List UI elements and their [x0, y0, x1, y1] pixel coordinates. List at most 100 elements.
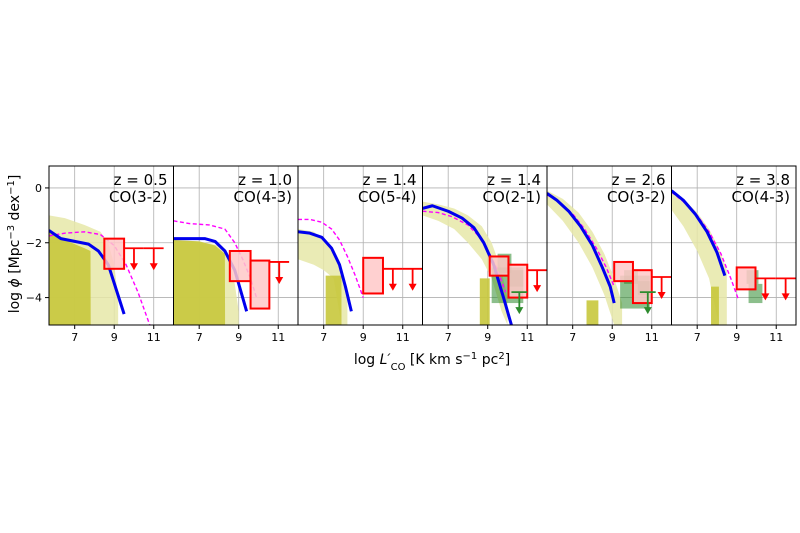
axis-label-part: log	[7, 288, 23, 314]
x-tick-label: 7	[445, 331, 452, 344]
uncertainty-band-core	[479, 278, 490, 325]
red-data-box	[228, 249, 252, 283]
axis-label-part: L′	[380, 352, 392, 368]
panels-group: 7 9 11z = 0.5CO(3-2)7 9 11z = 1.0CO(4-3)7 9 11…	[48, 165, 797, 344]
x-tick-label: 9	[609, 331, 616, 344]
axis-label-part: dex	[7, 195, 23, 225]
x-tick-label: 9	[733, 331, 740, 344]
x-tick-label: 11	[645, 331, 659, 344]
uncertainty-band-core	[586, 300, 599, 325]
axis-label-part: [K km s	[405, 352, 462, 368]
uncertainty-band-core	[325, 275, 342, 325]
panel-2: 7 9 11 z = 1.0CO(4-3)	[173, 165, 299, 344]
axis-label-part: −1	[463, 351, 478, 362]
x-tick-label: 11	[271, 331, 285, 344]
y-axis: 0 −2 −4	[26, 182, 49, 305]
model-line	[422, 204, 513, 325]
upper-limit-arrowhead	[149, 263, 158, 271]
upper-limit-arrowhead	[761, 293, 770, 301]
axis-label-part: ϕ	[7, 278, 23, 287]
x-tick-label: 9	[235, 331, 242, 344]
axis-label-part: CO	[391, 362, 406, 373]
red-data-box	[362, 256, 384, 295]
redshift-label: z = 1.0	[238, 171, 292, 189]
dashed-model-line	[298, 218, 364, 298]
y-axis-label: log ϕ [Mpc−3 dex−1]	[6, 175, 24, 314]
uncertainty-band-core	[173, 240, 226, 325]
uncertainty-band	[298, 229, 348, 325]
transition-label: CO(4-3)	[732, 188, 790, 206]
upper-limit-arrowhead	[275, 276, 284, 284]
panel-plot-area	[547, 166, 672, 325]
model-line	[298, 230, 353, 312]
x-tick-label: 11	[769, 331, 783, 344]
upper-limit-arrowhead	[388, 283, 397, 291]
axis-label-part: [Mpc	[7, 240, 23, 279]
red-data-box	[103, 237, 126, 270]
green-upper-limit-arrowhead	[515, 307, 524, 315]
panel-plot-area	[49, 166, 174, 325]
x-tick-label: 9	[484, 331, 491, 344]
redshift-label: z = 1.4	[363, 171, 417, 189]
panel-4: 7 9 11 z = 1.4CO(2-1)	[422, 165, 548, 344]
transition-label: CO(3-2)	[109, 188, 167, 206]
transition-label: CO(4-3)	[234, 188, 292, 206]
axis-label-part: ]	[7, 175, 23, 180]
red-data-box	[613, 260, 634, 283]
x-tick-label: 11	[147, 331, 161, 344]
upper-limit-arrowhead	[657, 292, 666, 300]
x-tick-label: 9	[111, 331, 118, 344]
panel-plot-area	[173, 166, 298, 325]
upper-limit-arrowhead	[129, 263, 138, 271]
model-line	[173, 237, 249, 312]
panel-plot-area	[422, 166, 547, 325]
upper-limit-arrowhead	[408, 283, 417, 291]
upper-limit-arrowhead	[781, 293, 790, 301]
x-tick-label: 9	[360, 331, 367, 344]
x-tick-label: 7	[320, 331, 327, 344]
redshift-label: z = 1.4	[487, 171, 541, 189]
axis-label-part: log	[354, 352, 380, 368]
upper-limit-arrowhead	[533, 285, 542, 293]
x-tick-label: 7	[694, 331, 701, 344]
model-line	[671, 189, 727, 277]
redshift-label: z = 0.5	[114, 171, 168, 189]
y-tick-label: −2	[26, 237, 42, 250]
red-data-box	[735, 266, 757, 291]
redshift-label: z = 3.8	[736, 171, 790, 189]
red-data-box	[249, 259, 271, 310]
x-tick-label: 7	[196, 331, 203, 344]
axis-label-part: ]	[505, 352, 510, 368]
green-upper-limit-arrowhead	[643, 307, 652, 315]
panel-6: 7 9 11 z = 3.8CO(4-3)	[671, 165, 797, 344]
axis-label-part: −3	[6, 225, 17, 240]
x-tick-label: 7	[569, 331, 576, 344]
uncertainty-band	[547, 190, 623, 325]
panel-5: 7 9 11 z = 2.6CO(3-2)	[546, 165, 672, 344]
redshift-label: z = 2.6	[612, 171, 666, 189]
red-data-box	[631, 269, 653, 305]
red-data-box	[507, 263, 529, 299]
panel-plot-area	[671, 166, 796, 325]
transition-label: CO(3-2)	[607, 188, 665, 206]
transition-label: CO(5-4)	[358, 188, 416, 206]
transition-label: CO(2-1)	[483, 188, 541, 206]
axis-label-part: 2	[498, 351, 504, 362]
panel-1: 7 9 11 z = 0.5CO(3-2)	[48, 165, 174, 344]
y-tick-label: −4	[26, 292, 42, 305]
x-tick-label: 7	[71, 331, 78, 344]
red-data-box	[488, 255, 510, 277]
model-line	[49, 229, 126, 315]
axis-label-part: pc	[477, 352, 498, 368]
x-axis-label: log L′CO [K km s−1 pc2]	[354, 351, 510, 373]
uncertainty-band-core	[49, 229, 91, 325]
panel-3: 7 9 11 z = 1.4CO(5-4)	[297, 165, 423, 344]
y-tick-label: 0	[35, 182, 42, 195]
panel-plot-area	[298, 166, 423, 325]
panel-frame	[671, 165, 797, 326]
x-tick-label: 11	[520, 331, 534, 344]
axis-label-part: −1	[6, 180, 17, 195]
uncertainty-band-core	[711, 286, 719, 325]
model-line	[547, 192, 616, 304]
